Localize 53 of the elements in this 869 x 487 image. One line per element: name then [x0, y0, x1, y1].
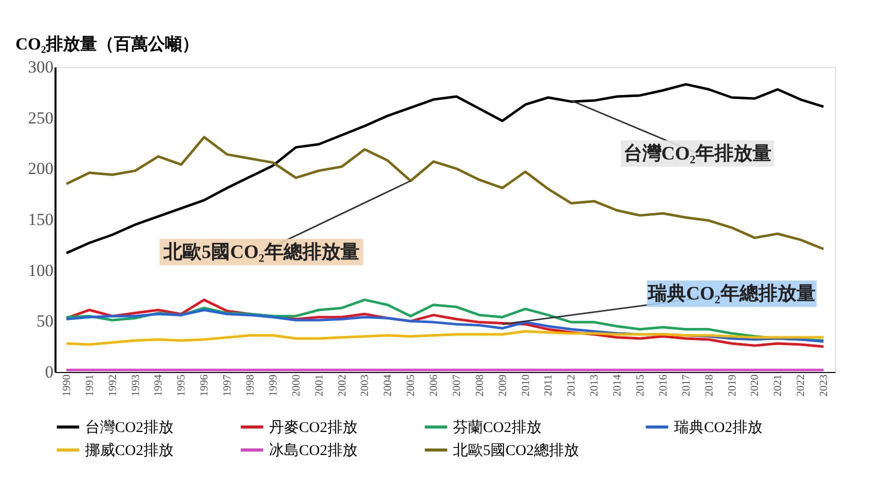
- legend-label: 冰島CO2排放: [269, 442, 358, 459]
- x-tick-label: 1993: [130, 374, 142, 396]
- legend-label: 丹麥CO2排放: [269, 419, 358, 436]
- legend-label: 挪威CO2排放: [85, 442, 174, 459]
- x-tick-label: 1997: [222, 374, 234, 396]
- x-tick-label: 2015: [634, 374, 646, 396]
- y-tick-label: 150: [28, 210, 54, 229]
- x-tick-label: 2012: [566, 374, 578, 396]
- x-tick-label: 1991: [84, 374, 96, 396]
- x-tick-label: 1999: [267, 374, 280, 396]
- y-tick-label: 50: [36, 312, 54, 331]
- x-tick-label: 2008: [474, 374, 486, 396]
- y-tick-label: 300: [28, 58, 54, 76]
- annotation: 瑞典CO₂年總排放量: [647, 282, 816, 305]
- x-tick-label: 2011: [542, 374, 555, 396]
- x-tick-label: 2010: [520, 374, 532, 396]
- x-tick-label: 1995: [176, 374, 188, 396]
- x-tick-label: 2016: [657, 374, 670, 396]
- y-tick-label: 200: [28, 159, 54, 178]
- legend-label: 瑞典CO2排放: [674, 419, 762, 436]
- x-tick-label: 2009: [496, 374, 509, 396]
- annotation: 北歐5國CO₂年總排放量: [162, 241, 360, 264]
- x-tick-label: 2014: [612, 374, 624, 396]
- x-tick-label: 2003: [359, 374, 372, 396]
- x-tick-label: 2004: [382, 374, 394, 396]
- x-tick-label: 2002: [336, 374, 348, 396]
- legend-label: 芬蘭CO2排放: [453, 419, 542, 436]
- x-tick-label: 1994: [152, 374, 165, 396]
- x-tick-label: 2013: [588, 374, 601, 396]
- y-tick-label: 0: [45, 362, 54, 382]
- legend-label: 北歐5國CO2總排放: [453, 442, 579, 459]
- x-tick-label: 2005: [405, 374, 418, 396]
- x-tick-label: 1990: [60, 374, 73, 396]
- x-tick-label: 2020: [749, 374, 762, 396]
- x-tick-label: 2000: [290, 374, 302, 396]
- y-tick-label: 100: [28, 260, 54, 280]
- x-tick-label: 1998: [244, 374, 256, 396]
- x-tick-label: 2021: [772, 374, 784, 396]
- x-tick-label: 1992: [106, 374, 119, 396]
- x-tick-label: 2017: [680, 374, 692, 396]
- x-tick-label: 2001: [313, 374, 326, 396]
- y-tick-label: 250: [28, 108, 54, 128]
- y-axis-title: CO₂排放量（百萬公噸）: [16, 34, 200, 54]
- annotation: 台灣CO₂年排放量: [623, 142, 772, 164]
- x-tick-label: 2022: [795, 374, 808, 396]
- x-tick-label: 2006: [428, 374, 440, 396]
- x-tick-label: 2019: [726, 374, 738, 396]
- x-tick-label: 2023: [818, 374, 830, 396]
- legend-label: 台灣CO2排放: [85, 419, 174, 436]
- x-tick-label: 1996: [198, 374, 211, 396]
- x-tick-label: 2007: [450, 374, 463, 396]
- line-series: [65, 330, 825, 346]
- x-tick-label: 2018: [703, 374, 716, 396]
